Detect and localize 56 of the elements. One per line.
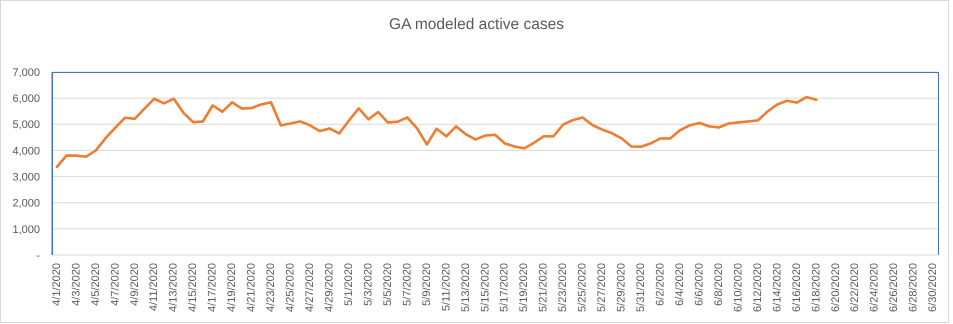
x-tick-label: 4/5/2020: [90, 263, 102, 306]
x-tick-label: 5/27/2020: [596, 263, 608, 312]
x-tick-label: 5/1/2020: [342, 263, 355, 306]
x-tick-label: 5/17/2020: [498, 263, 511, 312]
x-tick-label: 6/2/2020: [654, 263, 667, 306]
y-tick-label: 1,000: [12, 224, 40, 236]
x-tick-label: 5/13/2020: [460, 263, 472, 312]
x-tick-label: 4/23/2020: [265, 263, 278, 312]
x-tick-label: 5/21/2020: [538, 263, 550, 312]
x-tick-label: 4/7/2020: [109, 263, 122, 306]
x-tick-label: 5/29/2020: [616, 263, 628, 312]
x-tick-label: 5/7/2020: [401, 263, 414, 306]
x-tick-label: 6/12/2020: [752, 263, 764, 312]
x-tick-label: 4/19/2020: [226, 263, 238, 312]
y-tick-label: 4,000: [12, 145, 40, 158]
x-tick-label: 6/14/2020: [771, 263, 784, 312]
x-tick-label: 6/30/2020: [927, 263, 940, 312]
x-tick-label: 6/8/2020: [712, 263, 725, 306]
x-tick-label: 4/27/2020: [304, 263, 316, 312]
y-tick-label: -: [36, 250, 40, 262]
x-tick-label: 4/1/2020: [50, 263, 63, 306]
x-tick-label: 5/5/2020: [382, 263, 394, 306]
x-tick-label: 5/3/2020: [362, 263, 374, 306]
line-series: [56, 96, 818, 168]
x-tick-label: 5/19/2020: [518, 263, 530, 312]
chart-title: GA modeled active cases: [388, 15, 565, 35]
y-tick-label: 5,000: [12, 119, 40, 132]
x-tick-label: 4/17/2020: [206, 263, 219, 312]
x-tick-label: 4/29/2020: [323, 263, 336, 312]
y-tick-label: 3,000: [12, 171, 40, 184]
x-tick-label: 6/20/2020: [830, 263, 842, 312]
x-tick-label: 6/6/2020: [693, 263, 706, 306]
x-tick-label: 6/18/2020: [810, 263, 822, 312]
x-tick-label: 4/3/2020: [70, 263, 82, 306]
x-tick-label: 6/4/2020: [674, 263, 686, 306]
y-tick-label: 7,000: [12, 66, 40, 79]
x-tick-label: 4/25/2020: [284, 263, 297, 312]
y-tick-label: 6,000: [12, 93, 40, 106]
x-tick-label: 4/9/2020: [128, 263, 141, 306]
x-tick-label: 5/11/2020: [440, 263, 452, 312]
x-tick-label: 5/25/2020: [576, 263, 589, 312]
x-tick-label: 5/23/2020: [557, 263, 570, 312]
x-tick-label: 6/16/2020: [790, 263, 803, 312]
x-tick-label: 5/31/2020: [635, 263, 648, 312]
x-tick-label: 4/21/2020: [246, 263, 258, 312]
x-tick-label: 6/10/2020: [732, 263, 744, 312]
x-tick-label: 5/15/2020: [479, 263, 492, 312]
y-tick-label: 2,000: [12, 198, 40, 210]
x-tick-label: 4/11/2020: [148, 263, 160, 312]
x-tick-label: 4/13/2020: [168, 263, 180, 312]
x-tick-label: 6/24/2020: [868, 263, 881, 312]
x-tick-label: 6/22/2020: [849, 263, 862, 312]
x-tick-label: 4/15/2020: [187, 263, 200, 312]
x-tick-label: 5/9/2020: [420, 263, 433, 306]
x-tick-label: 6/28/2020: [908, 263, 920, 312]
x-tick-label: 6/26/2020: [888, 263, 900, 312]
